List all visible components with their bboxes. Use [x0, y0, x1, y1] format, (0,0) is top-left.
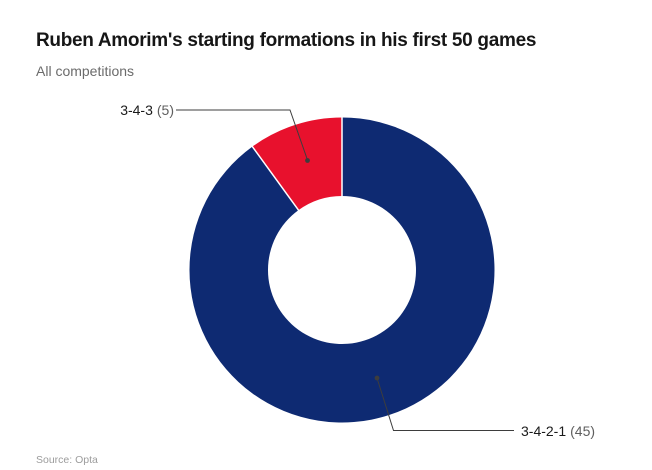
donut-slices: [189, 117, 495, 423]
leader-lines: [176, 109, 514, 431]
leader-line-3-4-3: [176, 109, 308, 161]
slice-3-4-3: [252, 117, 342, 211]
slice-separators: [251, 117, 343, 211]
source-attribution: Source: Opta: [36, 454, 98, 466]
leader-dot-3-4-3: [305, 158, 310, 163]
slice-separator: [251, 145, 300, 211]
slice-3-4-2-1: [189, 117, 495, 423]
slice-label-3-4-2-1: 3-4-2-1 (45): [521, 423, 595, 439]
chart-subtitle: All competitions: [36, 63, 135, 79]
chart-title: Ruben Amorim's starting formations in hi…: [36, 30, 537, 51]
leader-line-3-4-2-1: [376, 377, 514, 431]
slice-label-count: (5): [156, 102, 174, 118]
slice-label-3-4-3: 3-4-3 (5): [120, 102, 174, 118]
slice-label-count: (45): [570, 423, 596, 439]
leader-dot-3-4-2-1: [374, 375, 380, 381]
slice-label-name: 3-4-3: [120, 102, 153, 118]
slice-label-name: 3-4-2-1: [521, 423, 567, 439]
